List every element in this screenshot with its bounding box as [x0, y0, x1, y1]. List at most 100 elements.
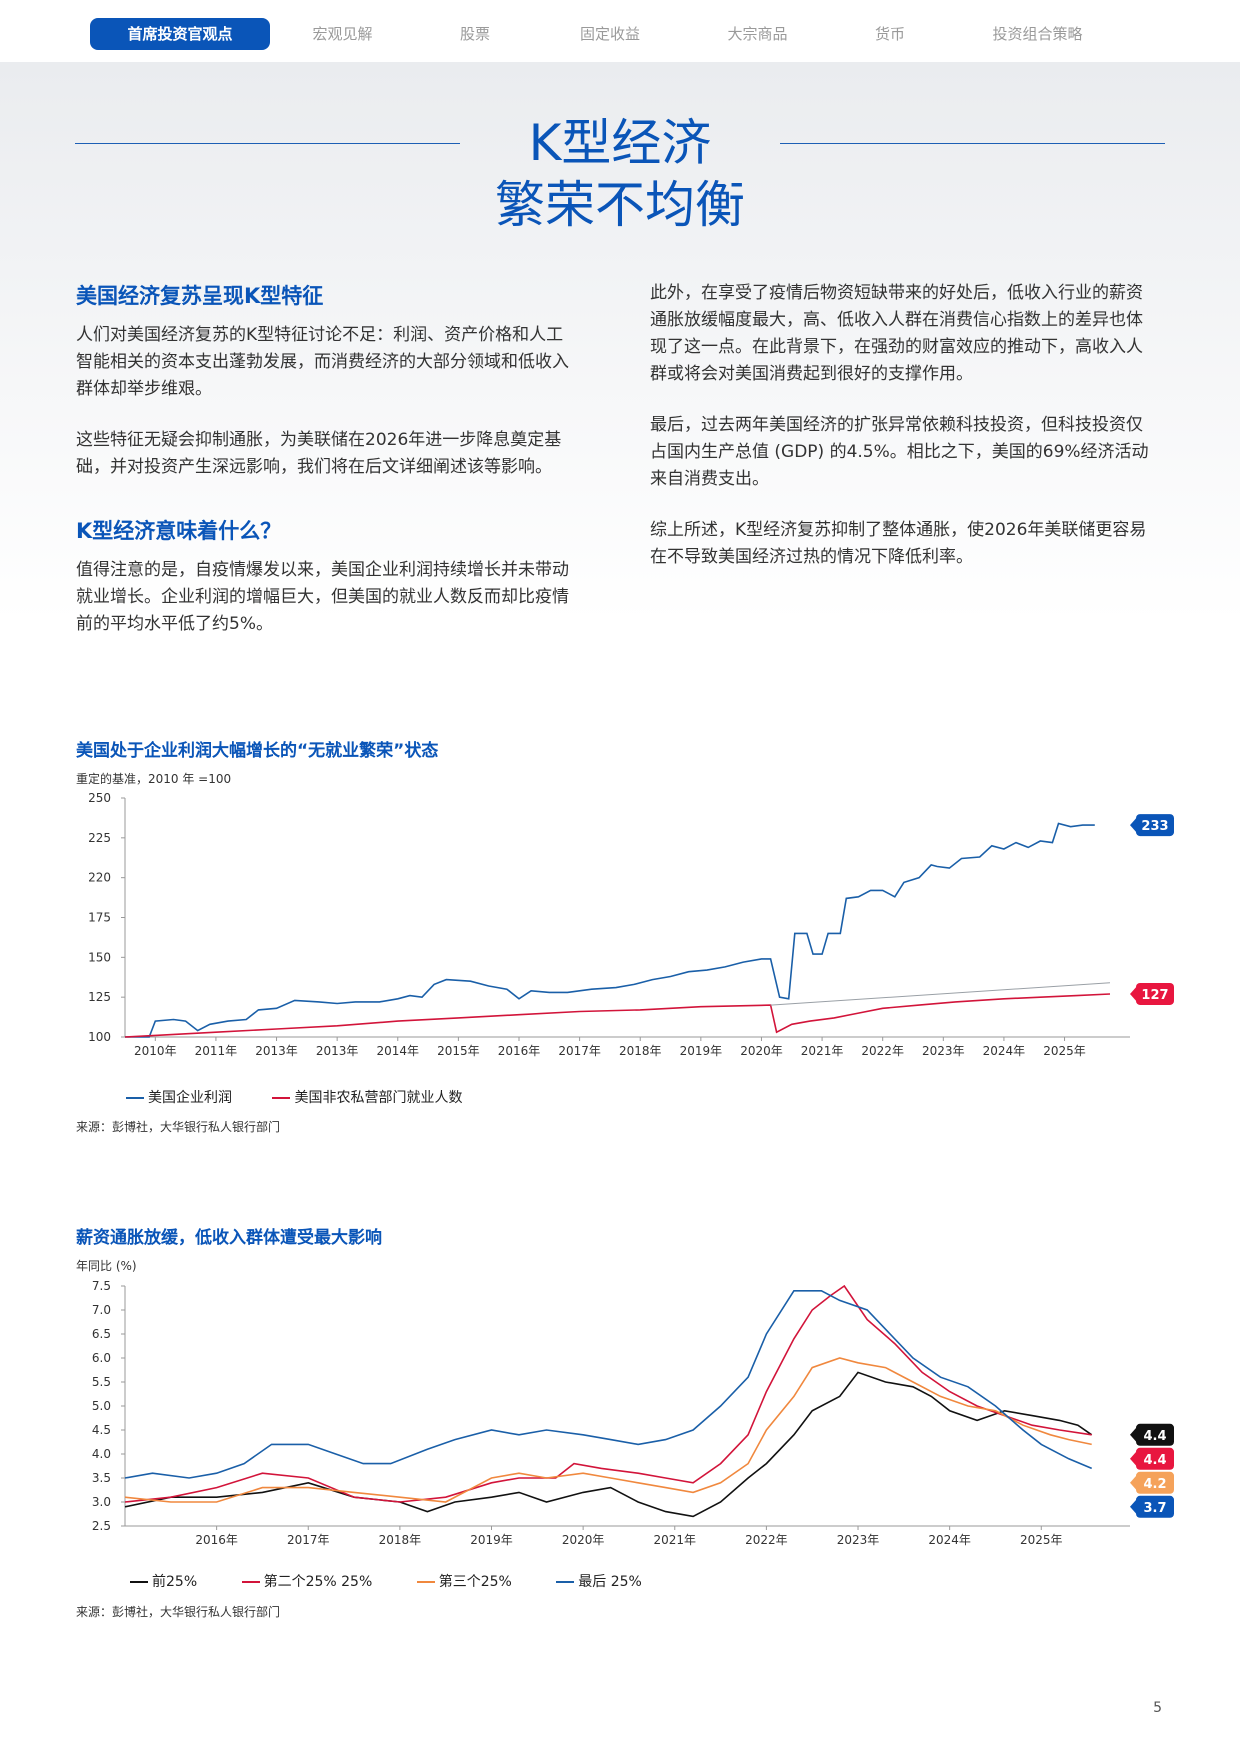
- hero-background: [0, 62, 1240, 622]
- tab-commodities[interactable]: 大宗商品: [727, 25, 788, 43]
- left-paragraph-3: 值得注意的是，自疫情爆发以来，美国企业利润持续增长并未带动就业增长。企业利润的增…: [76, 560, 569, 634]
- legend-item-second25: 第二个25% 25%: [241, 1574, 372, 1590]
- chart1-xtick-label: 2013年: [316, 1044, 359, 1058]
- chart2-end-label: 4.4: [1143, 1453, 1166, 1468]
- page-number: 5: [1153, 1700, 1162, 1716]
- chart2-end-label: 4.2: [1143, 1477, 1166, 1492]
- tab-fixed-income[interactable]: 固定收益: [579, 25, 640, 43]
- chart1-xtick-label: 2014年: [376, 1044, 419, 1058]
- chart2-legend: 前25% 第二个25% 25% 第三个25% 最后 25%: [130, 1571, 642, 1591]
- chart2-ytick-label: 5.5: [92, 1375, 111, 1389]
- chart2-ytick-label: 3.0: [92, 1495, 111, 1509]
- chart2-ytick-label: 6.5: [92, 1327, 111, 1341]
- chart1-series-line-2: [770, 982, 1111, 1006]
- chart2-source: 来源：彭博社，大华银行私人银行部门: [76, 1605, 281, 1619]
- chart2-series-line-1: [124, 1284, 1092, 1503]
- right-paragraph-1: 此外，在享受了疫情后物资短缺带来的好处后，低收入行业的薪资通胀放缓幅度最大，高、…: [650, 283, 1143, 384]
- chart2-xtick-label: 2020年: [562, 1533, 605, 1547]
- chart2-series-line-2: [124, 1357, 1092, 1503]
- tab-currencies[interactable]: 货币: [874, 25, 905, 43]
- chart2-xtick-label: 2024年: [928, 1533, 971, 1547]
- chart1-xtick-label: 2018年: [619, 1044, 662, 1058]
- chart2-end-label-box: [1136, 1471, 1174, 1494]
- legend-item-third25: 第三个25%: [416, 1574, 512, 1590]
- tab-portfolio-strategy[interactable]: 投资组合策略: [992, 25, 1083, 43]
- chart1-ytick-label: 225: [88, 831, 111, 845]
- tab-cio-view[interactable]: 首席投资官观点: [90, 18, 270, 50]
- chart1-ytick-label: 250: [88, 791, 111, 805]
- legend-item-top25: 前25%: [130, 1574, 197, 1590]
- chart1-xtick-label: 2024年: [983, 1044, 1026, 1058]
- chart1-xtick-label: 2025年: [1043, 1044, 1086, 1058]
- chart2-ytick-label: 7.5: [92, 1279, 111, 1293]
- chart2-end-label-box: [1136, 1423, 1174, 1446]
- chart1-series-line-0: [125, 822, 1095, 1038]
- chart1-xtick-label: 2023年: [922, 1044, 965, 1058]
- chart2-ytick-label: 4.5: [92, 1423, 111, 1437]
- chart2-ytick-label: 3.5: [92, 1471, 111, 1485]
- chart2-ytick-label: 6.0: [92, 1351, 111, 1365]
- legend-item-profits: 美国企业利润: [126, 1090, 232, 1106]
- chart1-xtick-label: 2022年: [861, 1044, 904, 1058]
- left-paragraph-2: 这些特征无疑会抑制通胀，为美联储在2026年进一步降息奠定基础，并对投资产生深远…: [76, 430, 562, 477]
- right-paragraph-3: 综上所述，K型经济复苏抑制了整体通胀，使2026年美联储更容易在不导致美国经济过…: [650, 520, 1147, 567]
- chart1-title: 美国处于企业利润大幅增长的“无就业繁荣”状态: [76, 741, 439, 761]
- chart2-end-label-box: [1136, 1447, 1174, 1470]
- chart1-xtick-label: 2013年: [255, 1044, 298, 1058]
- chart2-xtick-label: 2018年: [379, 1533, 422, 1547]
- right-column: 此外，在享受了疫情后物资短缺带来的好处后，低收入行业的薪资通胀放缓幅度最大，高、…: [650, 280, 1150, 571]
- section-heading-k-recovery: 美国经济复苏呈现K型特征: [76, 284, 324, 308]
- chart2-title: 薪资通胀放缓，低收入群体遭受最大影响: [76, 1228, 382, 1248]
- title-rule-left: [75, 143, 460, 144]
- chart1-xtick-label: 2021年: [801, 1044, 844, 1058]
- chart1-xtick-label: 2016年: [498, 1044, 541, 1058]
- chart2-xtick-label: 2019年: [470, 1533, 513, 1547]
- chart1-xtick-label: 2010年: [134, 1044, 177, 1058]
- title-rule-right: [780, 143, 1165, 144]
- tab-macro[interactable]: 宏观见解: [312, 25, 373, 43]
- section-heading-k-meaning: K型经济意味着什么？: [76, 519, 282, 543]
- chart1-end-label: 127: [1141, 988, 1168, 1003]
- top-nav: 首席投资官观点 宏观见解 股票 固定收益 大宗商品 货币 投资组合策略: [0, 0, 1240, 62]
- chart2-xtick-label: 2016年: [195, 1533, 238, 1547]
- chart2-end-label: 3.7: [1143, 1501, 1166, 1516]
- chart1-xtick-label: 2019年: [680, 1044, 723, 1058]
- chart2-ytick-label: 5.0: [92, 1399, 111, 1413]
- chart1-ylabel: 重定的基准，2010 年 =100: [76, 772, 232, 786]
- chart2-xtick-label: 2022年: [745, 1533, 788, 1547]
- chart1-ytick-label: 125: [88, 990, 111, 1004]
- chart2-end-label-box: [1136, 1495, 1174, 1518]
- chart1-ytick-label: 100: [88, 1030, 111, 1044]
- chart1-xtick-label: 2015年: [437, 1044, 480, 1058]
- chart2-xtick-label: 2017年: [287, 1533, 330, 1547]
- chart1-xtick-label: 2020年: [740, 1044, 783, 1058]
- left-paragraph-1: 人们对美国经济复苏的K型特征讨论不足：利润、资产价格和人工智能相关的资本支出蓬勃…: [76, 325, 569, 399]
- chart2-xtick-label: 2023年: [837, 1533, 880, 1547]
- chart2-series-line-3: [124, 1290, 1093, 1479]
- legend-item-payrolls: 美国非农私营部门就业人数: [272, 1090, 462, 1106]
- chart2-ytick-label: 7.0: [92, 1303, 111, 1317]
- page-title: K型经济 繁荣不均衡: [420, 112, 820, 236]
- chart1-ytick-label: 175: [88, 911, 111, 925]
- page-title-line1: K型经济: [528, 114, 712, 172]
- tab-equities[interactable]: 股票: [459, 25, 490, 43]
- right-paragraph-2: 最后，过去两年美国经济的扩张异常依赖科技投资，但科技投资仅占国内生产总值 (GD…: [650, 415, 1149, 489]
- chart1-end-label: 233: [1141, 819, 1168, 834]
- chart1-xtick-label: 2011年: [195, 1044, 238, 1058]
- left-column: 美国经济复苏呈现K型特征 人们对美国经济复苏的K型特征讨论不足：利润、资产价格和…: [76, 280, 576, 638]
- chart2-xtick-label: 2021年: [653, 1533, 696, 1547]
- chart1-ytick-label: 220: [88, 871, 111, 885]
- legend-item-bottom25: 最后 25%: [556, 1574, 642, 1590]
- chart2-series-line-0: [124, 1371, 1093, 1518]
- chart2-ytick-label: 4.0: [92, 1447, 111, 1461]
- chart1-series-line-1: [124, 993, 1111, 1038]
- chart1-xtick-label: 2017年: [558, 1044, 601, 1058]
- chart1-ytick-label: 150: [88, 950, 111, 964]
- chart2-ytick-label: 2.5: [92, 1519, 111, 1533]
- chart1-end-label-box: [1136, 982, 1174, 1005]
- page-title-line2: 繁荣不均衡: [495, 176, 745, 234]
- chart1-source: 来源：彭博社，大华银行私人银行部门: [76, 1120, 281, 1134]
- chart1-end-label-box: [1136, 814, 1174, 837]
- chart2-ylabel: 年同比 (%): [76, 1259, 137, 1273]
- chart2-plot: 7.5 7.0 6.5 6.0 5.5 5.0 4.5 4.0 3.5 3.0 2.5 2016年 20…: [92, 1279, 1174, 1547]
